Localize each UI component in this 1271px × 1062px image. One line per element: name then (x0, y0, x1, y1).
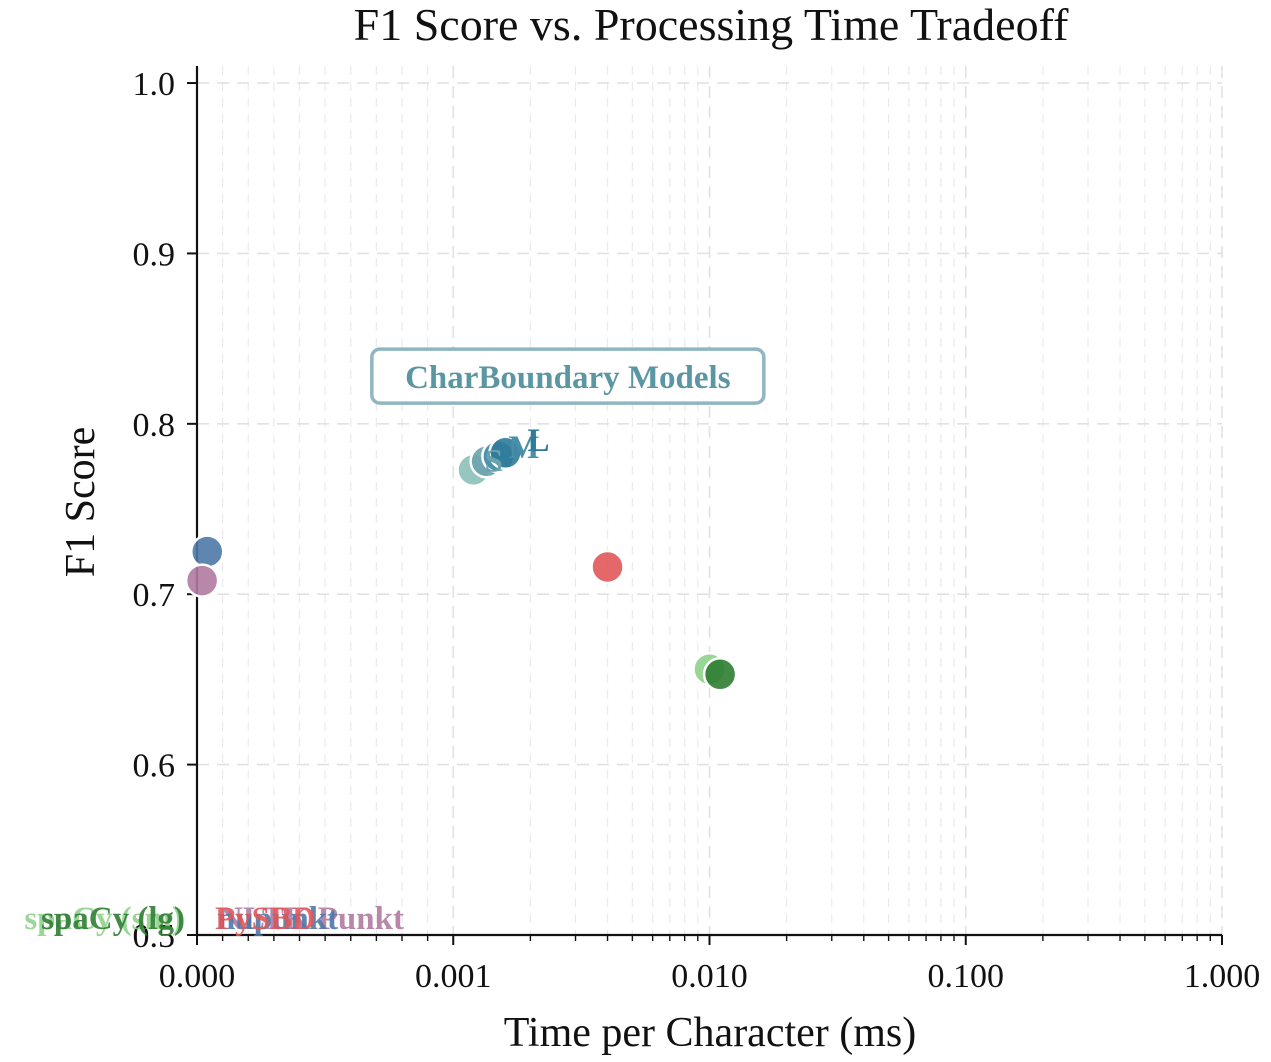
point-label: S (485, 443, 503, 479)
baseline-label: PySBD (215, 901, 316, 937)
annotation-text: CharBoundary Models (405, 360, 731, 396)
chart-title: F1 Score vs. Processing Time Tradeoff (354, 0, 1069, 50)
baseline-label: spaCy (lg) (41, 901, 185, 937)
point-label: L (528, 423, 550, 459)
data-points (184, 435, 738, 692)
x-axis-label: Time per Character (ms) (504, 1010, 917, 1056)
data-point (190, 534, 225, 569)
point-label: M (508, 430, 539, 466)
x-tick-label: 1.000 (1184, 958, 1261, 995)
y-tick-label: 0.7 (133, 577, 176, 614)
baseline-label: spaCy (sm) (24, 901, 183, 937)
data-point (184, 563, 220, 598)
tick-labels: 0.000 0.001 0.010 0.100 1.000 0.6 0.7 0.8 0.9 1.0… (133, 66, 1261, 995)
annotation-box: CharBoundary Models (370, 347, 766, 405)
data-point (488, 435, 523, 471)
y-tick-label: 0.9 (133, 236, 176, 273)
y-tick-label: 1.0 (133, 66, 176, 103)
x-tick-label: 0.010 (671, 958, 748, 995)
y-tick-label: 0.8 (133, 407, 176, 444)
annotation-frame (370, 347, 766, 405)
baseline-label: nupunkt (217, 901, 338, 937)
y-tick-label: 0.6 (133, 748, 176, 785)
axes (187, 66, 1223, 945)
baseline-label: NLTK Punkt (219, 901, 404, 937)
data-point (590, 549, 625, 585)
x-tick-label: 0.100 (928, 958, 1005, 995)
grid-lines (196, 66, 1223, 935)
x-tick-label: 0.001 (415, 958, 492, 995)
y-axis-label: F1 Score (58, 427, 104, 578)
x-tick-label: 0.000 (159, 958, 236, 995)
y-tick-label: 0.5 (133, 918, 176, 955)
data-point (702, 657, 738, 692)
